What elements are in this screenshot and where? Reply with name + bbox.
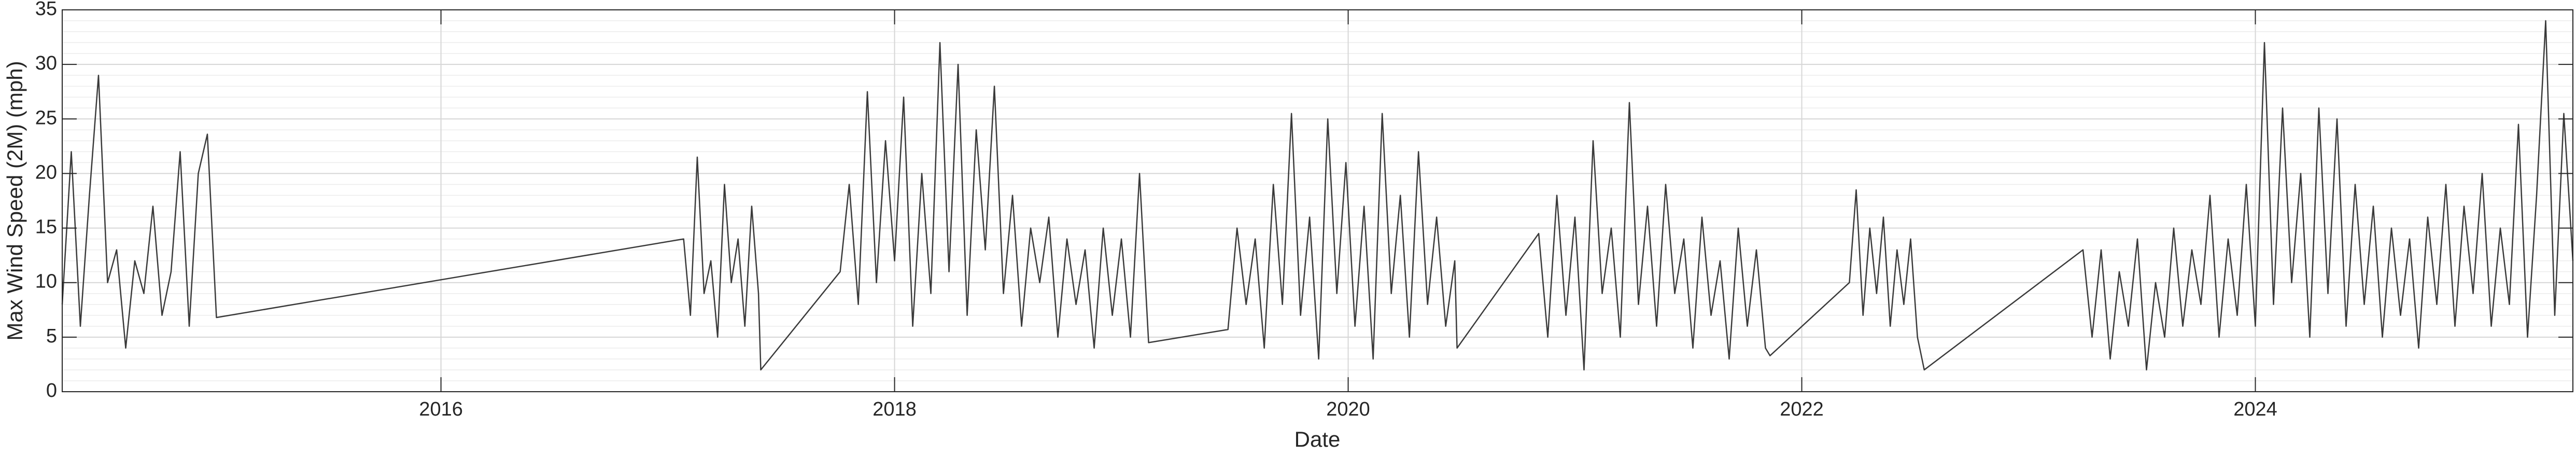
x-axis-label: Date [1294,427,1341,451]
plot-frame [62,9,2573,392]
plot [61,20,2574,371]
y-tick-label: 15 [35,216,57,238]
axes: 0 5 10 15 20 25 30 35 2016 2018 2020 2022 2024 [35,0,2573,420]
x-tick-label: 2020 [1326,398,1370,420]
y-tick-label: 30 [35,52,57,74]
x-tick-label: 2022 [1780,398,1824,420]
y-tick-label: 35 [35,0,57,20]
y-tick-label: 25 [35,107,57,129]
y-tick-label: 0 [46,380,57,402]
y-axis-label: Max Wind Speed (2M) (mph) [3,61,27,340]
grid [62,9,2573,392]
y-tick-label: 10 [35,271,57,293]
data-line [61,20,2574,371]
x-tick-label: 2016 [419,398,463,420]
x-tick-label: 2018 [872,398,917,420]
x-tick-label: 2024 [2233,398,2277,420]
y-tick-label: 5 [46,325,57,347]
y-tick-label: 20 [35,161,57,183]
